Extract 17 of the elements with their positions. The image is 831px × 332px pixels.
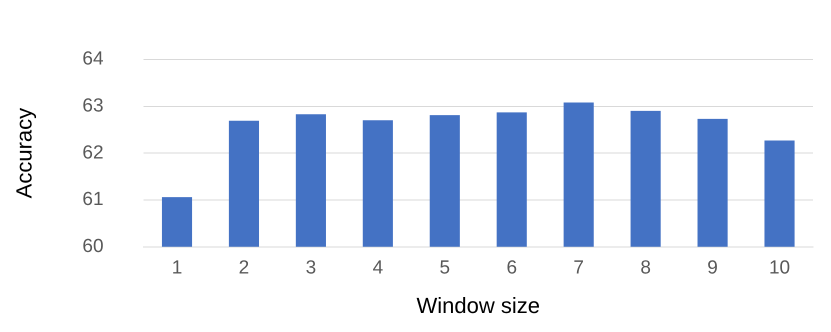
- x-tick-label: 4: [372, 257, 384, 278]
- x-tick-label: 7: [573, 257, 584, 278]
- x-tick-label: 1: [172, 257, 182, 278]
- x-axis-title: Window size: [416, 292, 540, 318]
- x-tick-label: 6: [506, 257, 518, 278]
- x-tick-label: 2: [238, 257, 250, 278]
- y-tick-label: 60: [82, 236, 104, 258]
- y-axis-title: Accuracy: [11, 108, 36, 198]
- y-tick-label: 64: [82, 48, 104, 70]
- y-tick-label: 61: [82, 189, 104, 210]
- y-tick-label: 63: [82, 95, 104, 116]
- x-tick-label: 8: [640, 257, 651, 278]
- x-tick-label: 5: [440, 257, 450, 278]
- x-tick-label: 10: [768, 257, 790, 278]
- x-tick-label: 3: [306, 257, 316, 278]
- x-tick-label: 9: [707, 257, 718, 278]
- y-tick-label: 62: [82, 142, 104, 164]
